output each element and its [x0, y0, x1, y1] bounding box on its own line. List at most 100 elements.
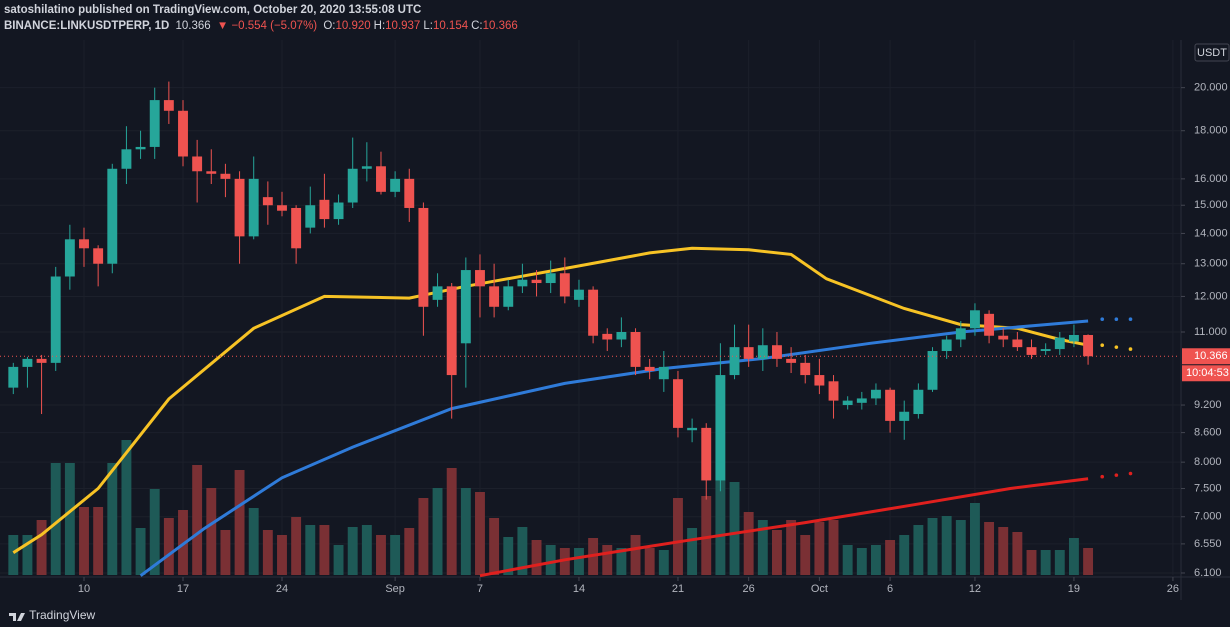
candle-body: [347, 168, 358, 203]
legend-line: BINANCE:LINKUSDTPERP, 1D 10.366 ▼ −0.554…: [4, 20, 524, 32]
volume-bar: [531, 540, 542, 575]
volume-bar: [206, 488, 217, 575]
candle-body: [517, 279, 528, 287]
volume-bar: [291, 517, 302, 575]
ohlc-value: 10.366: [482, 20, 518, 32]
candle-body: [616, 332, 627, 340]
candle-body: [687, 427, 698, 431]
ohlc-value: 10.920: [335, 20, 371, 32]
candle-body: [969, 310, 980, 329]
candle-body: [333, 202, 344, 220]
candle-body: [984, 313, 995, 336]
volume-bar: [149, 489, 160, 575]
candle-body: [460, 270, 471, 344]
volume-bar: [545, 545, 556, 575]
x-tick-label: 14: [573, 583, 585, 595]
volume-bar: [687, 528, 698, 575]
volume-layer: [8, 440, 1094, 575]
volume-bar: [1054, 550, 1065, 575]
candle-body: [757, 345, 768, 359]
x-tick-label: Sep: [385, 583, 405, 595]
volume-bar: [347, 527, 358, 575]
candle-body: [1026, 347, 1037, 355]
x-tick-label: Oct: [811, 583, 828, 595]
volume-bar: [333, 545, 344, 575]
ma-projection-dot: [1100, 474, 1105, 479]
y-tick-label: 11.000: [1194, 326, 1227, 338]
y-tick-label: 18.000: [1194, 125, 1228, 137]
candle-body: [121, 149, 132, 169]
ohlc-label: O:: [323, 20, 336, 32]
volume-bar: [390, 535, 401, 575]
candle-body: [489, 286, 500, 307]
volume-bar: [786, 520, 797, 575]
candle-body: [729, 347, 740, 376]
x-tick-label: 6: [887, 583, 893, 595]
volume-bar: [913, 525, 924, 575]
candle-body: [64, 239, 75, 277]
ohlc-label: H:: [373, 20, 386, 32]
volume-bar: [772, 530, 782, 575]
volume-bar: [376, 535, 386, 575]
y-tick-label: 9.200: [1194, 399, 1222, 411]
volume-bar: [503, 537, 514, 575]
volume-bar: [885, 540, 896, 575]
candle-body: [178, 110, 188, 157]
candle-body: [885, 389, 896, 421]
candle-body: [291, 207, 302, 249]
volume-bar: [602, 545, 613, 575]
candle-body: [998, 335, 1009, 340]
volume-bar: [616, 548, 627, 575]
candle-layer: [8, 81, 1094, 500]
candle-body: [800, 362, 811, 376]
volume-bar: [644, 548, 655, 575]
candle-body: [79, 239, 89, 249]
candle-body: [446, 286, 457, 376]
candle-body: [319, 199, 330, 220]
volume-bar: [50, 463, 61, 575]
candle-body: [93, 248, 104, 264]
candle-body: [503, 286, 514, 307]
volume-bar: [701, 496, 712, 575]
change: ▼ −0.554 (−5.07%): [216, 20, 318, 32]
candle-body: [234, 178, 245, 237]
candle-body: [376, 166, 386, 192]
y-tick-label: 14.000: [1194, 227, 1228, 239]
candle-body: [1012, 339, 1023, 348]
candle-body: [1040, 349, 1051, 352]
ma-projection-dot: [1128, 471, 1133, 476]
candle-body: [36, 358, 47, 363]
candle-body: [135, 146, 146, 150]
volume-bar: [1083, 548, 1094, 575]
candle-body: [927, 351, 938, 390]
volume-bar: [248, 508, 259, 575]
volume-bar: [1012, 532, 1023, 575]
volume-bar: [418, 498, 429, 575]
candle-body: [475, 270, 485, 287]
ma-projection-dot: [1114, 473, 1119, 477]
candle-body: [786, 358, 797, 363]
candle-body: [163, 100, 174, 111]
candle-body: [432, 286, 443, 300]
candle-body: [277, 205, 287, 211]
volume-bar: [475, 492, 485, 575]
logo-text: TradingView: [29, 608, 96, 622]
volume-bar: [729, 482, 740, 575]
candle-body: [715, 375, 726, 481]
candle-body: [262, 197, 273, 206]
logo-icon: [9, 612, 25, 621]
volume-bar: [432, 488, 443, 575]
ohlc-label: C:: [471, 20, 483, 32]
countdown-box: [1182, 365, 1230, 382]
candle-body: [531, 279, 542, 284]
candle-body: [248, 178, 259, 237]
candle-body: [588, 289, 599, 336]
candle-body: [899, 411, 910, 421]
candle-body: [192, 156, 203, 172]
countdown: 10:04:53: [1186, 367, 1229, 379]
last-price-label: 10.366: [1194, 350, 1228, 362]
volume-bar: [220, 530, 231, 575]
candle-body: [842, 400, 853, 406]
candle-body: [955, 328, 966, 340]
volume-bar: [941, 516, 952, 575]
